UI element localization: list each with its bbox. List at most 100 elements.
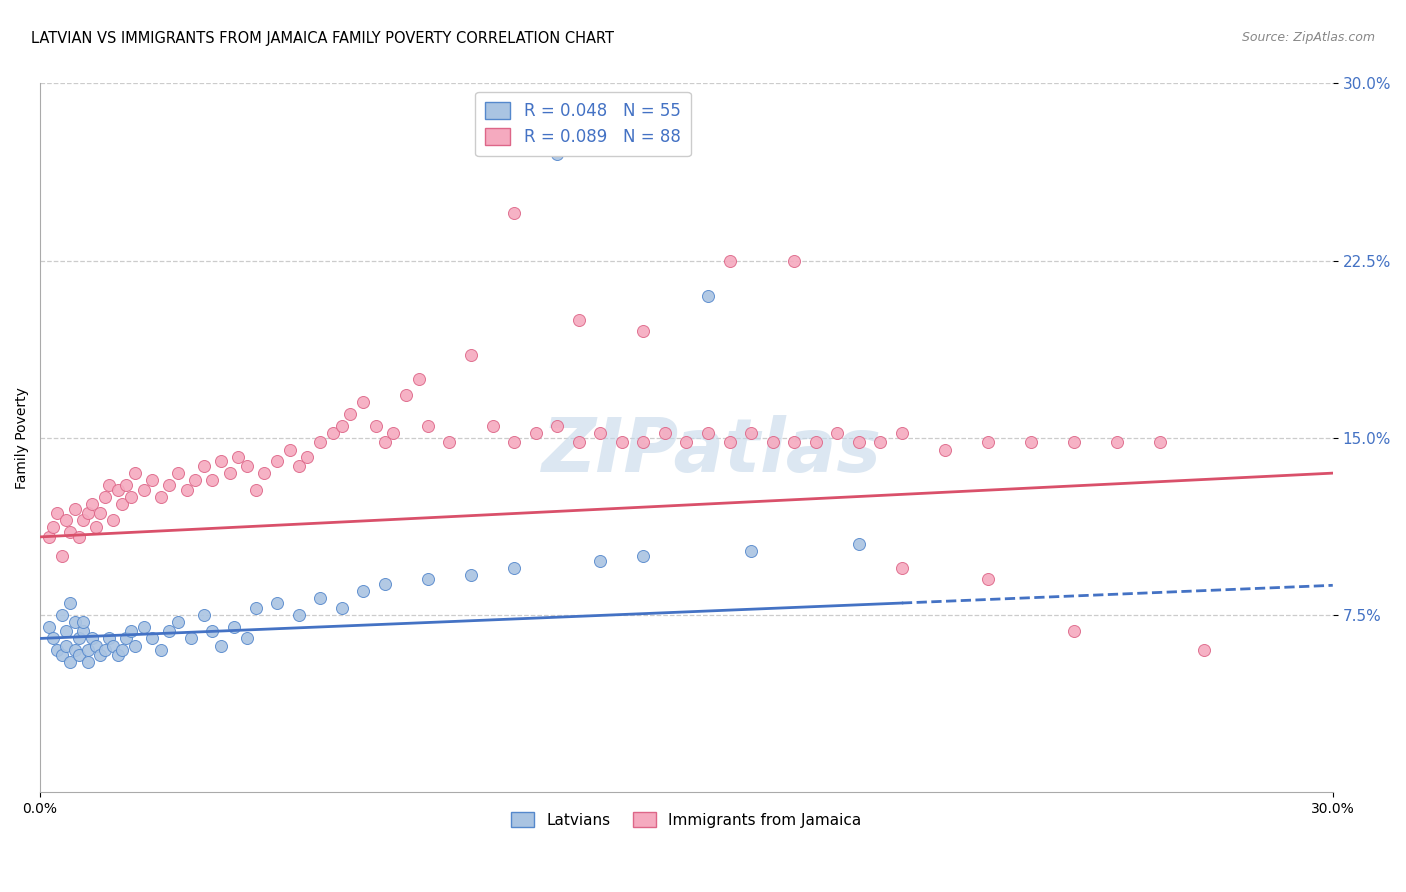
Point (167, 466, 190, 480)
Point (141, 632, 163, 646)
Point (297, 450, 319, 464)
Point (89, 648, 111, 662)
Y-axis label: Family Poverty: Family Poverty (15, 387, 30, 489)
Point (245, 600, 267, 615)
Point (115, 632, 138, 646)
Point (184, 473, 207, 487)
Point (193, 607, 215, 622)
Point (633, 549, 655, 563)
Point (63, 615, 86, 629)
Point (266, 596, 288, 610)
Point (697, 425, 720, 440)
Point (67, 530, 90, 544)
Point (1192, 643, 1215, 657)
Point (287, 607, 309, 622)
Point (503, 560, 526, 574)
Point (228, 450, 250, 464)
Point (481, 418, 503, 433)
Point (51, 648, 73, 662)
Text: ZIPatlas: ZIPatlas (543, 416, 883, 489)
Point (93, 490, 115, 504)
Point (124, 639, 146, 653)
Point (76, 655, 98, 669)
Point (193, 458, 215, 473)
Point (697, 289, 720, 303)
Point (848, 435, 870, 450)
Point (1107, 435, 1129, 450)
Point (132, 620, 155, 634)
Point (103, 639, 125, 653)
Point (42, 520, 65, 534)
Point (141, 473, 163, 487)
Point (977, 573, 1000, 587)
Point (55, 639, 77, 653)
Point (167, 615, 190, 629)
Point (330, 418, 353, 433)
Point (76, 506, 98, 520)
Point (934, 442, 956, 457)
Point (610, 435, 633, 450)
Point (1019, 435, 1042, 450)
Point (107, 648, 129, 662)
Point (67, 648, 90, 662)
Point (80, 497, 103, 511)
Point (38, 620, 60, 634)
Point (72, 615, 94, 629)
Point (890, 560, 912, 574)
Point (63, 501, 86, 516)
Point (111, 497, 134, 511)
Point (330, 600, 353, 615)
Point (287, 458, 309, 473)
Point (460, 567, 482, 582)
Point (718, 435, 741, 450)
Point (654, 425, 676, 440)
Point (762, 435, 785, 450)
Point (977, 435, 1000, 450)
Point (111, 643, 134, 657)
Point (546, 418, 568, 433)
Point (740, 425, 762, 440)
Point (374, 577, 396, 591)
Point (72, 513, 94, 527)
Point (98, 478, 121, 492)
Point (89, 506, 111, 520)
Point (149, 643, 172, 657)
Point (395, 388, 418, 402)
Point (120, 490, 142, 504)
Point (201, 624, 224, 639)
Point (107, 483, 129, 497)
Point (59, 655, 82, 669)
Point (568, 312, 591, 326)
Point (84, 639, 107, 653)
Point (460, 348, 482, 362)
Point (718, 253, 741, 268)
Point (783, 435, 806, 450)
Point (72, 624, 94, 639)
Point (568, 435, 591, 450)
Point (201, 473, 224, 487)
Point (266, 454, 288, 468)
Point (55, 624, 77, 639)
Point (51, 549, 73, 563)
Point (278, 442, 301, 457)
Point (825, 425, 848, 440)
Point (783, 253, 806, 268)
Text: LATVIAN VS IMMIGRANTS FROM JAMAICA FAMILY POVERTY CORRELATION CHART: LATVIAN VS IMMIGRANTS FROM JAMAICA FAMIL… (31, 31, 614, 46)
Point (352, 584, 374, 599)
Point (157, 478, 180, 492)
Point (84, 520, 107, 534)
Point (42, 632, 65, 646)
Point (245, 483, 267, 497)
Point (1063, 624, 1085, 639)
Point (740, 544, 762, 558)
Point (67, 632, 90, 646)
Point (309, 591, 332, 606)
Point (352, 395, 374, 409)
Point (149, 490, 172, 504)
Point (236, 458, 259, 473)
Point (322, 425, 344, 440)
Point (869, 435, 891, 450)
Point (503, 206, 526, 220)
Point (253, 466, 276, 480)
Point (524, 425, 547, 440)
